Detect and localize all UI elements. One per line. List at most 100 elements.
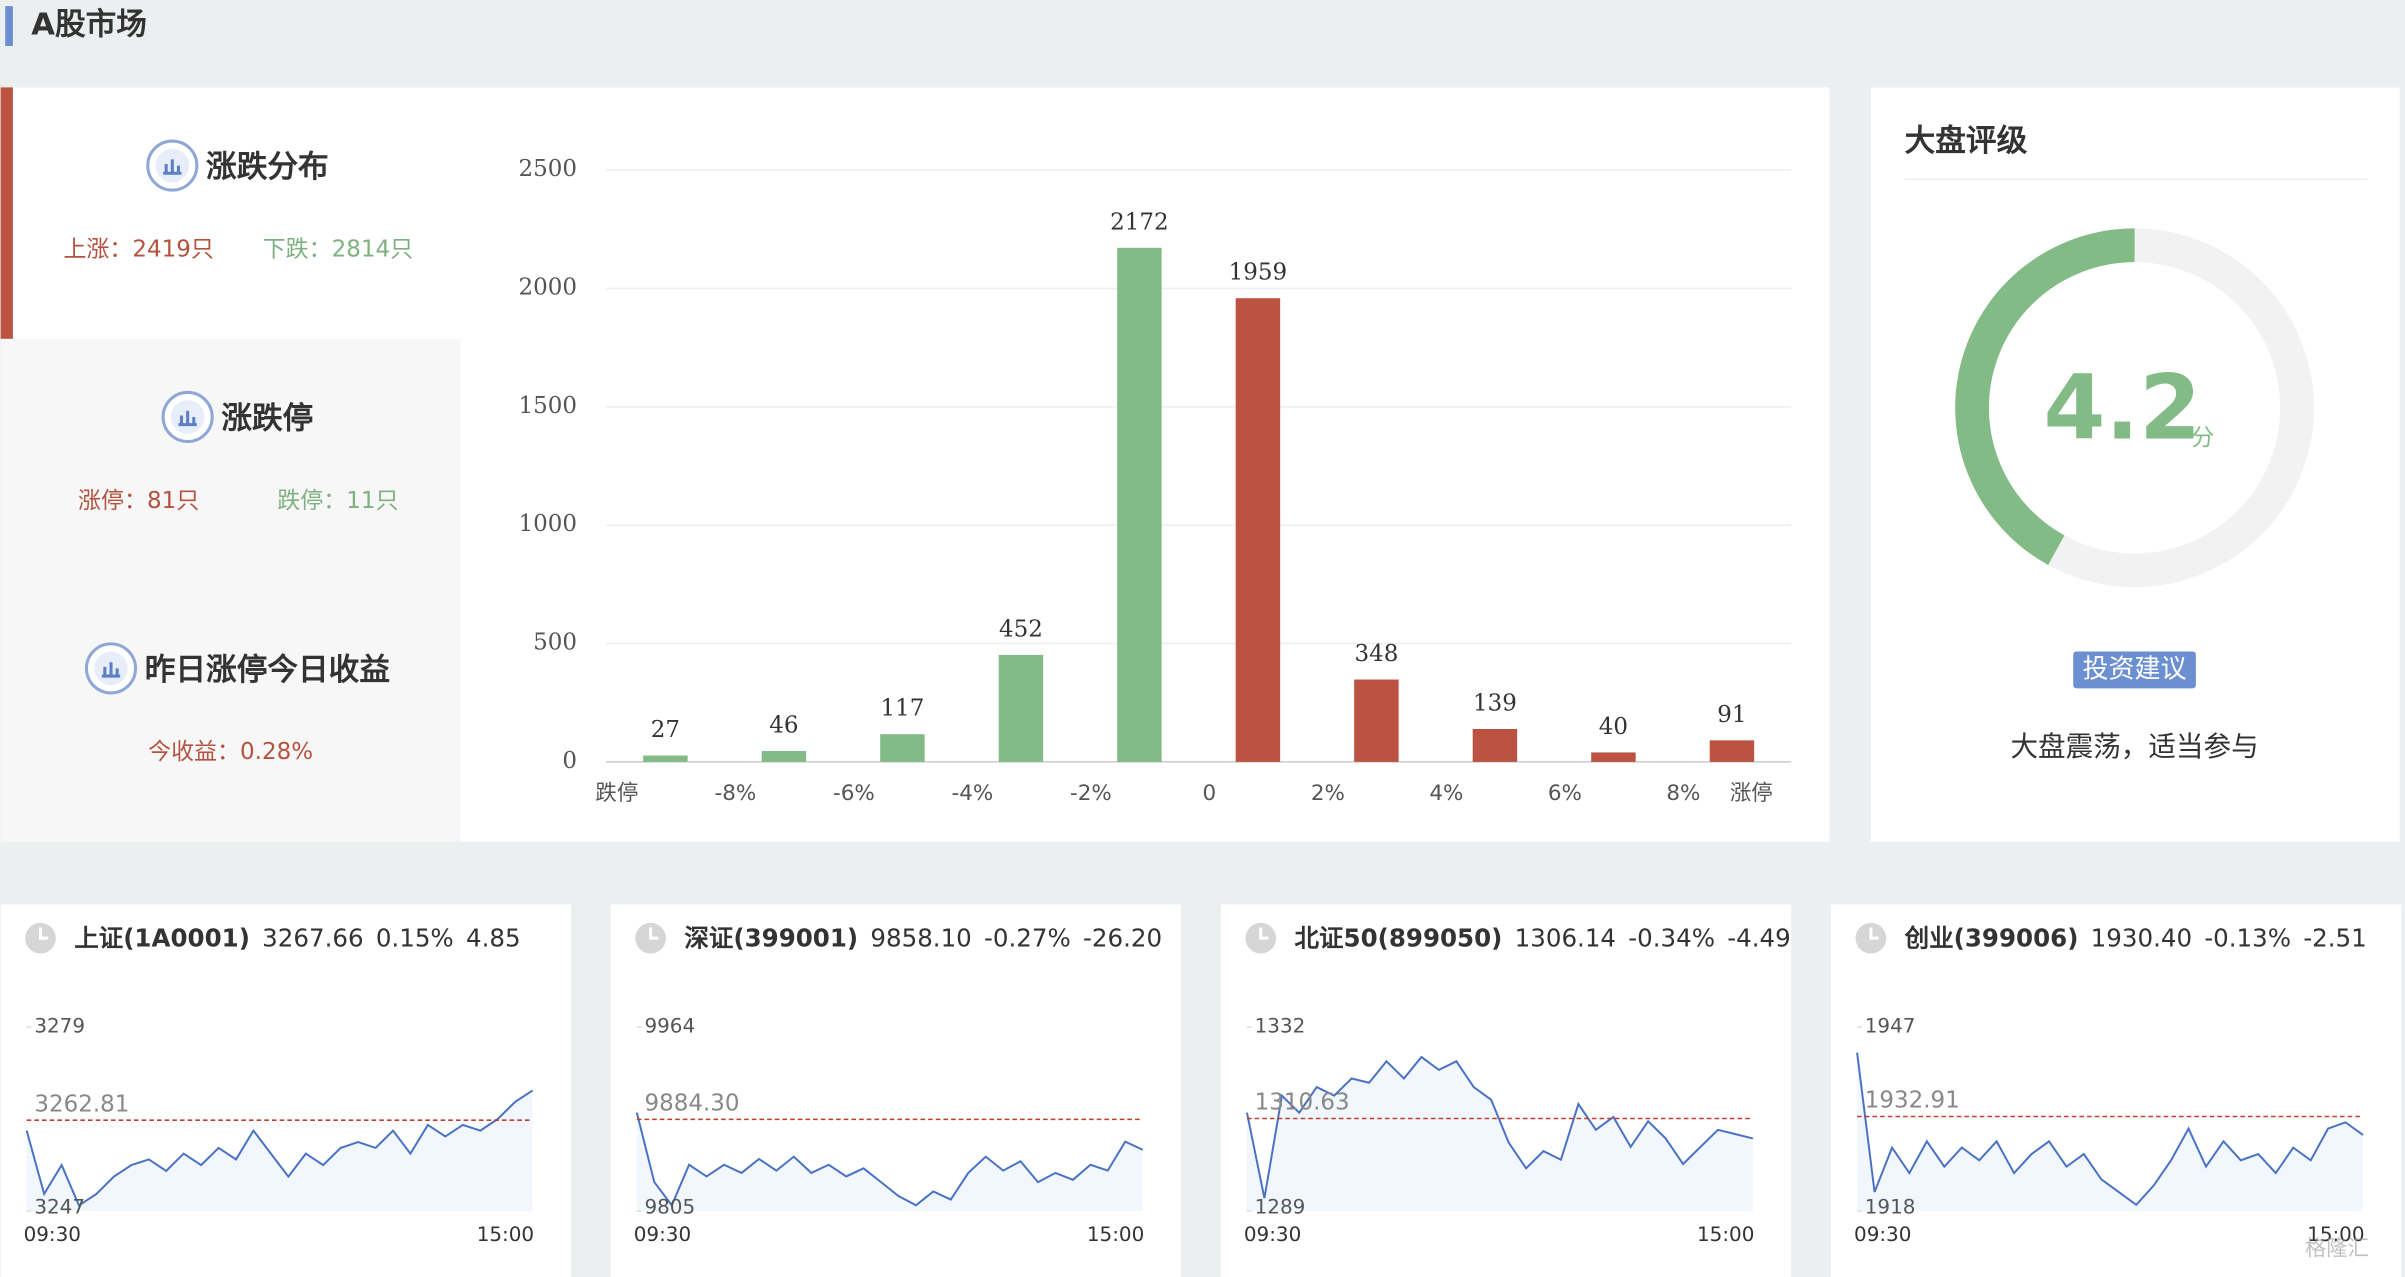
- x-tick-label: 09:30: [1244, 1223, 1301, 1246]
- x-tick-label: -4%: [952, 781, 994, 806]
- rating-score: 4.2: [2044, 355, 2202, 459]
- section-title: 涨跌分布: [206, 150, 329, 185]
- bar-value-label: 91: [1717, 702, 1746, 728]
- x-tick-label: 6%: [1548, 781, 1582, 806]
- advice-badge: [2073, 651, 2196, 689]
- y-tick-label: 3247: [34, 1196, 85, 1219]
- rating-title: 大盘评级: [1905, 123, 2028, 159]
- index-change-amount: -26.20: [1083, 924, 1162, 953]
- index-change: -0.34%: [1628, 924, 1715, 953]
- index-card: [610, 904, 1182, 1277]
- index-card: [0, 904, 571, 1277]
- line-area: [636, 1112, 1143, 1212]
- bar-value-label: 139: [1473, 690, 1517, 716]
- x-tick-label: -2%: [1070, 781, 1112, 806]
- bar: [1235, 298, 1281, 762]
- x-tick-label: 跌停: [595, 781, 638, 806]
- y-tick-label: 2500: [519, 156, 578, 182]
- x-tick-label: -8%: [715, 781, 757, 806]
- section-item: 今收益：0.28%: [148, 739, 313, 765]
- advice-label: 投资建议: [2082, 654, 2186, 684]
- bar: [1591, 752, 1636, 762]
- page-title: A股市场: [31, 7, 147, 43]
- section-icon-glyph: [178, 410, 197, 427]
- bar: [880, 734, 925, 762]
- y-tick-label: 1947: [1865, 1015, 1916, 1038]
- section-item: 涨停：81只: [78, 488, 199, 514]
- index-price: 1930.40: [2091, 924, 2192, 953]
- index-card: [1831, 904, 2402, 1277]
- bar-value-label: 452: [999, 616, 1043, 642]
- rating-panel: [1870, 87, 2400, 842]
- y-tick-label: 9805: [644, 1196, 695, 1219]
- bar: [1117, 247, 1162, 762]
- section-title: 涨跌停: [221, 402, 313, 437]
- gauge-arc: [1955, 228, 2135, 565]
- index-name: 深证(399001): [684, 924, 858, 953]
- index-header: 创业(399006) 1930.40 -0.13% -2.51: [1904, 924, 2367, 953]
- bar-value-label: 27: [651, 717, 680, 743]
- section-icon-glyph: [163, 159, 182, 175]
- reference-label: 9884.30: [644, 1091, 739, 1117]
- y-tick-label: 9964: [644, 1015, 695, 1038]
- x-tick-label: 15:00: [1087, 1223, 1144, 1246]
- reference-label: 1932.91: [1865, 1088, 1960, 1114]
- x-tick-label: 09:30: [1854, 1223, 1911, 1246]
- y-tick-label: 1289: [1255, 1196, 1306, 1219]
- bar: [998, 654, 1044, 762]
- y-tick-label: 3279: [34, 1015, 85, 1038]
- index-header: 深证(399001) 9858.10 -0.27% -26.20: [684, 924, 1162, 953]
- y-tick-label: 1332: [1255, 1015, 1306, 1038]
- index-line: [1245, 1055, 1754, 1199]
- rating-unit: 分: [2191, 425, 2214, 451]
- x-tick-label: 15:00: [2307, 1223, 2364, 1246]
- bar-value-label: 1959: [1229, 260, 1288, 286]
- x-tick-label: 0: [1203, 781, 1217, 806]
- x-tick-label: 09:30: [24, 1223, 81, 1246]
- index-change: 0.15%: [376, 924, 454, 953]
- index-line: [1856, 1052, 2364, 1207]
- x-tick-label: 涨停: [1730, 781, 1773, 806]
- bar: [1354, 679, 1399, 762]
- bar-value-label: 46: [769, 712, 798, 738]
- bar: [1472, 729, 1518, 762]
- y-tick-label: 1000: [519, 511, 578, 537]
- index-change-amount: 4.85: [466, 924, 521, 953]
- index-change-amount: -2.51: [2303, 924, 2366, 953]
- summary-bg: [0, 338, 461, 842]
- bar: [1709, 740, 1755, 762]
- index-header: 上证(1A0001) 3267.66 0.15% 4.85: [74, 924, 520, 953]
- y-tick-label: 2000: [519, 275, 578, 301]
- y-tick-label: 1500: [519, 393, 578, 419]
- bar-value-label: 2172: [1110, 209, 1169, 235]
- index-change: -0.13%: [2204, 924, 2291, 953]
- x-tick-label: 15:00: [477, 1223, 534, 1246]
- bar-value-label: 117: [880, 696, 924, 722]
- x-tick-label: 09:30: [634, 1223, 691, 1246]
- y-tick-label: 500: [533, 630, 577, 656]
- clock-hands: [1259, 927, 1269, 940]
- line-area: [26, 1090, 533, 1212]
- index-header: 北证50(899050) 1306.14 -0.34% -4.49: [1294, 924, 1790, 953]
- active-marker: [0, 87, 13, 339]
- bar: [643, 755, 688, 762]
- bar: [761, 751, 807, 762]
- index-change-amount: -4.49: [1727, 924, 1790, 953]
- section-item: 下跌：2814只: [263, 236, 413, 262]
- y-tick-label: 0: [562, 748, 577, 774]
- index-name: 上证(1A0001): [74, 924, 250, 953]
- x-tick-label: 2%: [1311, 781, 1345, 806]
- section-item: 上涨：2419只: [63, 236, 213, 262]
- line-area: [1246, 1057, 1753, 1212]
- index-price: 9858.10: [870, 924, 971, 953]
- index-price: 3267.66: [262, 924, 363, 953]
- bar-value-label: 348: [1354, 641, 1398, 667]
- reference-label: 3262.81: [34, 1091, 129, 1117]
- x-tick-label: -6%: [833, 781, 875, 806]
- clock-hands: [1869, 927, 1879, 940]
- index-line: [635, 1112, 1144, 1208]
- y-tick-label: 1918: [1865, 1196, 1916, 1219]
- reference-label: 1310.63: [1255, 1090, 1350, 1116]
- index-name: 创业(399006): [1904, 924, 2079, 953]
